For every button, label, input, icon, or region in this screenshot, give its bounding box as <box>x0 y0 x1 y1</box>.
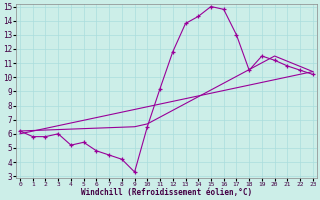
X-axis label: Windchill (Refroidissement éolien,°C): Windchill (Refroidissement éolien,°C) <box>81 188 252 197</box>
